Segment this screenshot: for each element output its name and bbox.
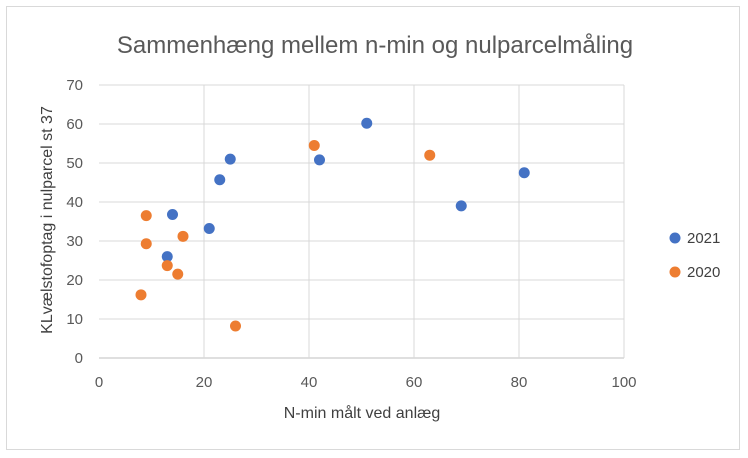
y-tick-label: 60 [66, 116, 83, 133]
legend-label-2021: 2021 [687, 230, 720, 247]
x-tick-label: 80 [511, 374, 528, 391]
y-tick-label: 20 [66, 272, 83, 289]
legend-marker-2020 [669, 266, 681, 278]
data-point-2021 [161, 251, 173, 263]
data-point-2021 [314, 154, 325, 166]
legend-marker-2021 [669, 232, 681, 244]
x-tick-label: 20 [196, 374, 213, 391]
data-point-2020 [161, 260, 173, 272]
x-tick-label: 0 [95, 374, 103, 391]
data-point-2020 [135, 289, 147, 301]
legend: 2021 2020 [669, 230, 720, 281]
x-tick-label: 40 [301, 374, 318, 391]
data-point-2021 [224, 153, 236, 165]
y-axis-label: KLvælstofoptag i nulparcel st 37 [39, 106, 56, 334]
y-tick-label: 30 [66, 233, 83, 250]
data-point-2020 [424, 149, 436, 161]
y-tick-label: 0 [75, 350, 83, 367]
data-point-2020 [140, 238, 152, 250]
y-axis-ticks: 0 10 20 30 40 50 60 70 [66, 77, 83, 367]
data-point-2021 [203, 223, 215, 235]
chart-title: Sammenhæng mellem n-min og nulparcelmåli… [117, 32, 633, 59]
y-tick-label: 40 [66, 194, 83, 211]
x-axis-ticks: 0 20 40 60 80 100 [95, 374, 637, 391]
data-point-2020 [177, 230, 189, 242]
data-points [135, 117, 530, 332]
data-point-2020 [172, 268, 184, 280]
data-point-2021 [167, 208, 178, 220]
data-point-2021 [214, 174, 226, 186]
data-point-2021 [455, 200, 467, 212]
y-tick-label: 50 [66, 155, 83, 172]
legend-label-2020: 2020 [687, 264, 720, 281]
gridlines [99, 84, 625, 359]
y-tick-label: 10 [66, 311, 83, 328]
chart-frame [6, 6, 740, 450]
data-point-2021 [518, 167, 530, 179]
data-point-2021 [361, 117, 373, 129]
x-axis-label: N-min målt ved anlæg [284, 404, 441, 422]
data-point-2020 [308, 139, 320, 151]
x-tick-label: 100 [611, 374, 636, 391]
x-tick-label: 60 [406, 374, 423, 391]
y-tick-label: 70 [66, 77, 83, 94]
data-point-2020 [140, 210, 152, 222]
data-point-2020 [230, 320, 241, 332]
